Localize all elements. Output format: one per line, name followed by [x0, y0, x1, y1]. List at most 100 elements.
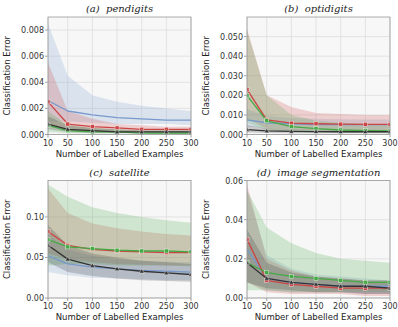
title: (a) pendigits [86, 3, 153, 14]
tick-mark [45, 298, 48, 299]
panel: 0.0000.0100.0200.0300.0400.0501050100150… [201, 3, 398, 159]
marker [65, 127, 70, 131]
tick-label: 0.02 [225, 255, 243, 264]
confidence-band [247, 229, 390, 294]
y-axis-label: Classification Error [201, 199, 211, 279]
tick-mark [266, 298, 267, 301]
marker [264, 276, 269, 280]
marker [164, 249, 168, 253]
grid-line [247, 219, 390, 220]
series-line [48, 101, 191, 121]
plot-background [48, 17, 191, 135]
tick-label: 50 [63, 302, 73, 311]
tick-label: 200 [134, 139, 149, 148]
marker [265, 119, 269, 123]
tick-label: 150 [308, 302, 323, 311]
marker [314, 276, 318, 280]
panel: 0.0000.0020.0040.0060.008105010015020025… [2, 3, 199, 159]
marker [140, 250, 144, 254]
tick-label: 10 [43, 139, 53, 148]
tick-mark [244, 56, 247, 57]
confidence-band [247, 184, 390, 296]
tick-label: 150 [308, 139, 323, 148]
marker [314, 282, 319, 286]
tick-label: 100 [85, 139, 100, 148]
tick-label: 100 [284, 302, 299, 311]
series-line [247, 249, 390, 286]
figure: 0.0000.0020.0040.0060.008105010015020025… [0, 0, 398, 327]
tick-mark [45, 216, 48, 217]
tick-mark [244, 95, 247, 96]
marker [66, 122, 70, 126]
tick-label: 150 [109, 139, 124, 148]
marker [363, 129, 367, 133]
marker [314, 129, 319, 133]
tick-label: 250 [358, 139, 373, 148]
tick-mark [244, 36, 247, 37]
tick-mark [48, 135, 49, 138]
tick-label: 300 [382, 139, 397, 148]
tick-mark [244, 114, 247, 115]
tick-mark [45, 134, 48, 135]
tick-label: 100 [85, 302, 100, 311]
marker [90, 263, 95, 267]
tick-mark [244, 298, 247, 299]
marker [66, 245, 70, 249]
x-axis-label: Number of Labelled Examples [56, 312, 184, 322]
plot-area [247, 184, 390, 296]
marker [265, 271, 269, 275]
tick-mark [266, 135, 267, 138]
y-axis-label: Classification Error [2, 199, 12, 279]
marker [164, 270, 169, 274]
tick-mark [291, 298, 292, 301]
confidence-band [247, 190, 390, 294]
tick-mark [45, 56, 48, 57]
tick-mark [244, 134, 247, 135]
series-line [48, 102, 191, 129]
tick-label: 0.06 [225, 177, 243, 186]
tick-mark [365, 298, 366, 301]
confidence-band [48, 225, 191, 282]
tick-label: 0.010 [220, 111, 243, 120]
marker [90, 247, 94, 251]
tick-mark [316, 298, 317, 301]
tick-label: 150 [109, 302, 124, 311]
tick-label: 0.00 [26, 294, 44, 303]
tick-mark [340, 298, 341, 301]
tick-label: 0.04 [225, 216, 243, 225]
tick-label: 0.10 [26, 213, 44, 222]
tick-mark [67, 298, 68, 301]
tick-label: 200 [333, 302, 348, 311]
tick-mark [117, 298, 118, 301]
title: (c) satellite [89, 167, 149, 178]
tick-label: 250 [159, 302, 174, 311]
tick-mark [291, 135, 292, 138]
series-line [247, 89, 390, 124]
tick-label: 0.002 [21, 104, 44, 113]
tick-mark [45, 108, 48, 109]
marker [339, 122, 343, 126]
marker [115, 129, 120, 133]
tick-mark [340, 135, 341, 138]
marker [338, 284, 343, 288]
marker [90, 128, 95, 132]
grid-line [48, 56, 191, 57]
plot-frame [247, 181, 390, 299]
tick-label: 0.030 [220, 72, 243, 81]
tick-label: 300 [183, 302, 198, 311]
series-line [48, 124, 191, 132]
grid-line [247, 75, 390, 76]
tick-label: 200 [333, 139, 348, 148]
tick-label: 0.000 [21, 131, 44, 140]
tick-label: 0.006 [21, 52, 44, 61]
marker [139, 269, 144, 273]
y-axis-label: Classification Error [2, 35, 12, 115]
series-line [247, 95, 390, 131]
confidence-band [48, 116, 191, 133]
tick-mark [390, 135, 391, 138]
grid-line [247, 95, 390, 96]
marker [289, 274, 293, 278]
plot-area [48, 185, 191, 282]
tick-mark [166, 298, 167, 301]
grid-line [247, 36, 390, 37]
